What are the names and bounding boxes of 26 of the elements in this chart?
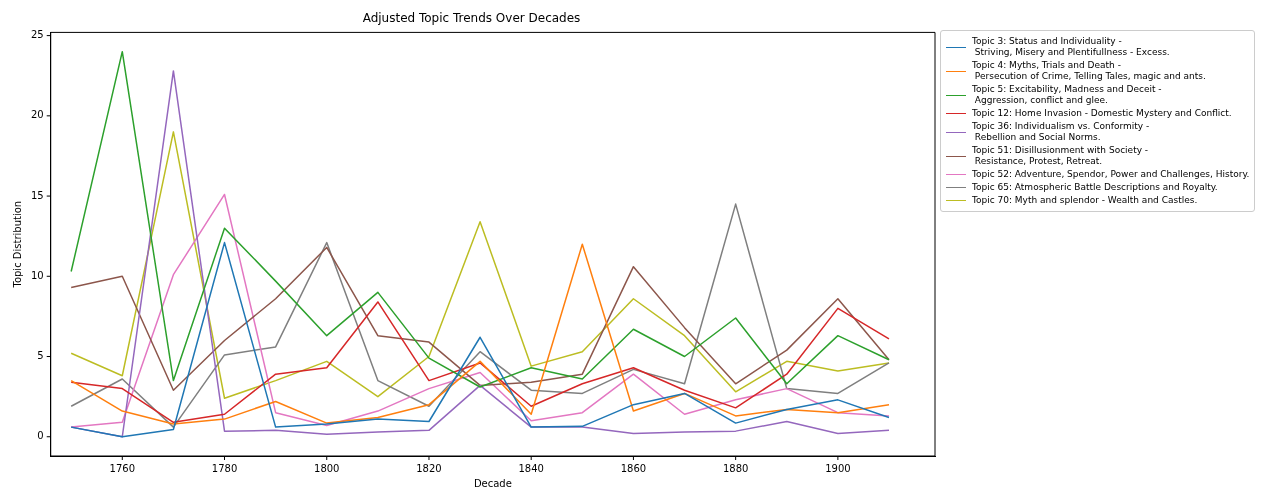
y-axis-title: Topic Distribution <box>11 200 23 289</box>
x-tick-label: 1800 <box>314 462 340 474</box>
y-tick-label: 5 <box>37 350 44 362</box>
legend-label: Topic 65: Atmospheric Battle Descriptions and Royalty. <box>972 182 1218 193</box>
y-tick-label: 0 <box>37 430 44 442</box>
y-tick-label: 20 <box>30 109 44 121</box>
legend-label: Topic 51: Disillusionment with Society - Resistance, Protest, Retreat. <box>972 145 1149 167</box>
x-tick-label: 1780 <box>211 462 238 474</box>
legend-label: Topic 36: Individualism vs. Conformity - Rebellion and Social Norms. <box>972 121 1150 143</box>
legend-label: Topic 5: Excitability, Madness and Deceit - Aggression, conflict and glee. <box>972 84 1162 106</box>
x-tick-label: 1860 <box>620 462 647 474</box>
legend-label: Topic 12: Home Invasion - Domestic Mystery and Conflict. <box>972 108 1232 119</box>
x-tick-label: 1880 <box>722 462 749 474</box>
chart-title: Adjusted Topic Trends Over Decades <box>362 11 581 26</box>
x-tick-label: 1820 <box>416 462 442 474</box>
y-tick-label: 25 <box>30 29 44 41</box>
y-tick-label: 10 <box>30 269 44 281</box>
x-tick-label: 1760 <box>109 462 136 474</box>
legend-label: Topic 4: Myths, Trials and Death - Persecution of Crime, Telling Tales, magic and ants. <box>972 60 1206 82</box>
legend-label: Topic 52: Adventure, Spendor, Power and Challenges, History. <box>972 169 1250 180</box>
legend-label: Topic 3: Status and Individuality - Striving, Misery and Plentifullness - Excess. <box>972 36 1170 58</box>
x-tick-label: 1900 <box>825 462 851 474</box>
legend-label: Topic 70: Myth and splendor - Wealth and Castles. <box>972 195 1198 206</box>
x-tick-label: 1840 <box>518 462 544 474</box>
x-axis-title: Decade <box>473 477 512 489</box>
y-tick-label: 15 <box>30 189 44 201</box>
